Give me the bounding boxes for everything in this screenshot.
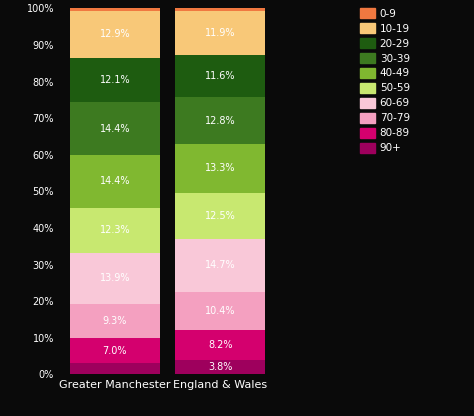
Text: 14.4%: 14.4% bbox=[100, 124, 130, 134]
Text: 13.3%: 13.3% bbox=[205, 163, 236, 173]
Text: 14.7%: 14.7% bbox=[205, 260, 236, 270]
Bar bbox=[70, 338, 160, 364]
Text: 12.9%: 12.9% bbox=[100, 29, 130, 39]
Bar bbox=[70, 208, 160, 253]
Bar bbox=[70, 10, 160, 58]
Bar bbox=[175, 361, 265, 374]
Text: 12.5%: 12.5% bbox=[205, 211, 236, 221]
Bar bbox=[175, 239, 265, 292]
Text: 7.0%: 7.0% bbox=[102, 346, 127, 356]
Text: 11.9%: 11.9% bbox=[205, 28, 236, 38]
Bar bbox=[70, 304, 160, 338]
Bar bbox=[175, 193, 265, 239]
Text: 14.4%: 14.4% bbox=[100, 176, 130, 186]
Bar bbox=[70, 102, 160, 155]
Text: 12.3%: 12.3% bbox=[100, 225, 130, 235]
Bar bbox=[175, 292, 265, 330]
Bar bbox=[175, 144, 265, 193]
Bar bbox=[70, 58, 160, 102]
Legend: 0-9, 10-19, 20-29, 30-39, 40-49, 50-59, 60-69, 70-79, 80-89, 90+: 0-9, 10-19, 20-29, 30-39, 40-49, 50-59, … bbox=[358, 6, 412, 155]
Bar bbox=[175, 55, 265, 97]
Bar bbox=[70, 364, 160, 374]
Bar bbox=[70, 155, 160, 208]
Bar bbox=[175, 11, 265, 55]
Bar bbox=[70, 8, 160, 10]
Text: 12.8%: 12.8% bbox=[205, 116, 236, 126]
Bar bbox=[70, 253, 160, 304]
Text: 3.8%: 3.8% bbox=[208, 362, 232, 372]
Text: 10.4%: 10.4% bbox=[205, 307, 236, 317]
Bar bbox=[175, 330, 265, 361]
Bar bbox=[175, 97, 265, 144]
Bar bbox=[175, 8, 265, 11]
Text: 8.2%: 8.2% bbox=[208, 340, 232, 350]
Text: 12.1%: 12.1% bbox=[100, 75, 130, 85]
Text: 13.9%: 13.9% bbox=[100, 273, 130, 283]
Text: 11.6%: 11.6% bbox=[205, 71, 236, 81]
Text: 9.3%: 9.3% bbox=[103, 316, 127, 326]
